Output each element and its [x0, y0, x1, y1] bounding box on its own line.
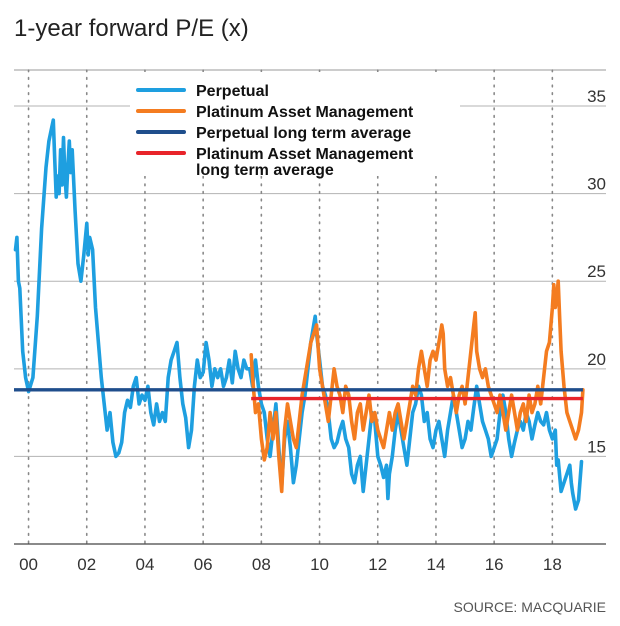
x-tick-label: 18: [543, 555, 562, 574]
y-tick-label: 35: [587, 87, 606, 106]
x-tick-label: 02: [77, 555, 96, 574]
legend-label-perpetual-average: Perpetual long term average: [196, 125, 411, 142]
y-tick-label: 20: [587, 350, 606, 369]
x-tick-label: 14: [426, 555, 445, 574]
y-tick-label: 25: [587, 262, 606, 281]
vertical-grid: [27, 69, 554, 545]
legend: Perpetual Platinum Asset Management Perpet…: [136, 83, 414, 179]
x-tick-label: 06: [194, 555, 213, 574]
legend-label-platinum: Platinum Asset Management: [196, 104, 414, 121]
legend-label-perpetual: Perpetual: [196, 83, 269, 100]
x-tick-label: 08: [252, 555, 271, 574]
y-tick-label: 15: [587, 437, 606, 456]
legend-label-platinum-average: Platinum Asset Management: [196, 146, 414, 163]
y-tick-label: 30: [587, 175, 606, 194]
x-tick-label: 04: [135, 555, 154, 574]
series-layer: [13, 118, 585, 511]
x-tick-label: 00: [19, 555, 38, 574]
x-tick-label: 10: [310, 555, 329, 574]
series-line-platinum: [249, 279, 585, 494]
source-note: SOURCE: MACQUARIE: [454, 599, 606, 615]
legend-label-platinum-average: long term average: [196, 162, 334, 179]
x-tick-label: 12: [368, 555, 387, 574]
chart-title: 1-year forward P/E (x): [14, 15, 249, 42]
y-axis-ticks: 15 20 25 30 35: [587, 87, 606, 456]
x-tick-label: 16: [485, 555, 504, 574]
series-line-perpetual: [13, 118, 584, 511]
x-axis-ticks: 00 02 04 06 08 10 12 14 16 18: [19, 555, 562, 574]
